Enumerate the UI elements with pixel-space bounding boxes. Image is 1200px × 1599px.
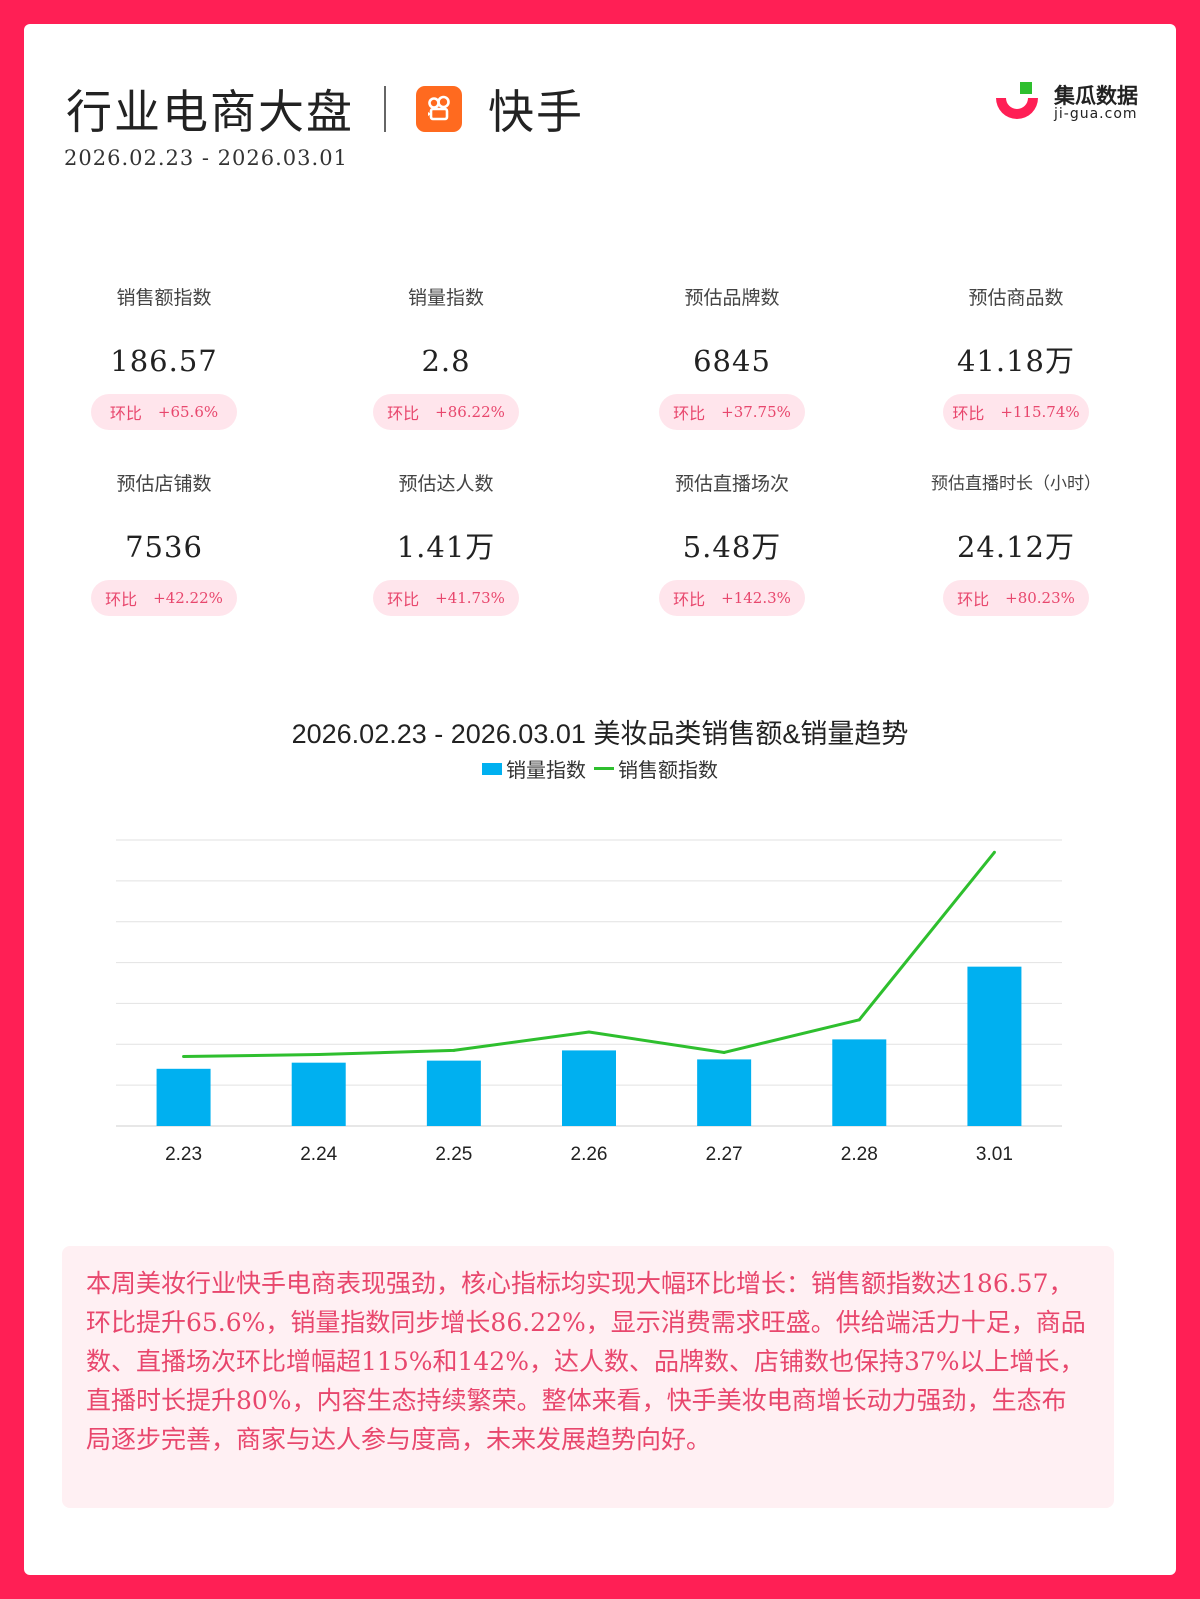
line-point-2.24 (317, 1053, 321, 1056)
metric-card: 预估商品数 41.18万 环比 +115.74% (916, 286, 1116, 430)
legend-label: 销量指数 (506, 760, 586, 782)
metric-card: 预估品牌数 6845 环比 +37.75% (632, 286, 832, 430)
badge-value: +115.74% (1000, 403, 1080, 421)
line-point-2.26 (587, 1030, 591, 1034)
line-point-2.23 (182, 1055, 186, 1059)
metric-label: 预估直播场次 (674, 473, 789, 495)
badge-value: +142.3% (721, 589, 791, 607)
badge-label: 环比 (957, 590, 990, 609)
metric-value: 24.12万 (956, 530, 1076, 564)
badge-value: +42.22% (153, 589, 223, 607)
x-tick-label: 3.01 (976, 1144, 1013, 1165)
metric-value: 186.57 (110, 344, 218, 378)
date-range: 2026.02.23 - 2026.03.01 (64, 146, 348, 170)
metric-change-badge: 环比 +37.75% (659, 394, 805, 430)
metric-change-badge: 环比 +115.74% (943, 394, 1089, 430)
trend-chart: 2.23 2.24 2.25 2.26 2.27 2.28 3.01 (116, 839, 1062, 1165)
legend-swatch-line (594, 767, 614, 770)
badge-value: +41.73% (435, 589, 505, 607)
chart-title: 2026.02.23 - 2026.03.01 美妆品类销售额&销量趋势 (291, 719, 909, 749)
metric-card: 预估直播时长（小时） 24.12万 环比 +80.23% (916, 472, 1116, 616)
x-tick-label: 2.24 (300, 1144, 337, 1165)
report-card: 行业电商大盘 快手 2026.02.23 - 2026.03.01 集瓜数据 j… (24, 24, 1176, 1575)
header-divider (384, 86, 386, 132)
metric-card: 预估达人数 1.41万 环比 +41.73% (346, 472, 546, 616)
legend-item-bar: 销量指数 (482, 754, 586, 783)
legend-label: 销售额指数 (618, 760, 718, 782)
badge-value: +65.6% (157, 403, 219, 421)
x-tick-label: 2.25 (435, 1144, 472, 1165)
bar-2.23 (156, 1068, 211, 1126)
metric-change-badge: 环比 +142.3% (659, 580, 805, 616)
sales-index-line (183, 851, 996, 1059)
metric-change-badge: 环比 +65.6% (91, 394, 237, 430)
metric-card: 预估直播场次 5.48万 环比 +142.3% (632, 472, 832, 616)
bar-2.28 (832, 1039, 887, 1126)
badge-label: 环比 (673, 404, 706, 423)
metric-value: 7536 (125, 530, 203, 564)
line-point-3.01 (992, 850, 996, 854)
header: 行业电商大盘 快手 (66, 76, 584, 142)
legend-swatch-bar (482, 762, 502, 775)
metric-label: 销量指数 (407, 287, 484, 309)
jigua-logo-icon (996, 82, 1038, 119)
bar-2.24 (291, 1062, 346, 1126)
metric-value: 1.41万 (396, 530, 496, 564)
metric-change-badge: 环比 +41.73% (373, 580, 519, 616)
metric-change-badge: 环比 +86.22% (373, 394, 519, 430)
bar-2.26 (562, 1050, 616, 1126)
metric-label: 预估达人数 (398, 473, 494, 495)
badge-label: 环比 (387, 590, 420, 609)
metric-value: 2.8 (421, 344, 471, 378)
metric-change-badge: 环比 +80.23% (943, 580, 1089, 616)
metric-value: 6845 (693, 344, 771, 378)
badge-label: 环比 (673, 590, 706, 609)
brand: 集瓜数据 ji-gua.com (990, 80, 1138, 126)
metric-label: 预估店铺数 (116, 473, 212, 495)
x-tick-label: 2.28 (841, 1144, 878, 1165)
chart-legend: 销量指数 销售额指数 (24, 754, 1176, 783)
brand-url: ji-gua.com (1054, 105, 1138, 122)
badge-label: 环比 (109, 404, 142, 423)
x-tick-label: 2.27 (706, 1144, 743, 1165)
badge-value: +37.75% (721, 403, 791, 421)
line-point-2.27 (722, 1050, 726, 1054)
metric-card: 预估店铺数 7536 环比 +42.22% (64, 472, 264, 616)
kuaishou-logo-icon (416, 86, 462, 132)
metric-label: 预估品牌数 (684, 287, 780, 309)
badge-value: +80.23% (1005, 589, 1075, 607)
page-title: 行业电商大盘 (66, 85, 354, 139)
metric-card: 销售额指数 186.57 环比 +65.6% (64, 286, 264, 430)
line-point-2.28 (857, 1018, 861, 1022)
badge-label: 环比 (105, 590, 138, 609)
x-tick-label: 2.26 (571, 1144, 608, 1165)
summary-text: 本周美妆行业快手电商表现强劲，核心指标均实现大幅环比增长：销售额指数达186.5… (62, 1246, 1114, 1508)
x-tick-label: 2.23 (165, 1144, 202, 1165)
legend-item-line: 销售额指数 (594, 754, 718, 783)
line-point-2.25 (452, 1048, 456, 1052)
metric-change-badge: 环比 +42.22% (91, 580, 237, 616)
metric-label: 销售额指数 (116, 287, 212, 309)
metric-label: 预估直播时长（小时） (931, 474, 1101, 494)
badge-label: 环比 (952, 404, 985, 423)
metric-value: 41.18万 (956, 344, 1076, 378)
metric-card: 销量指数 2.8 环比 +86.22% (346, 286, 546, 430)
badge-label: 环比 (387, 404, 420, 423)
badge-value: +86.22% (435, 403, 505, 421)
bar-2.25 (426, 1060, 481, 1126)
bar-3.01 (967, 966, 1022, 1126)
metric-value: 5.48万 (682, 530, 782, 564)
bar-2.27 (697, 1059, 752, 1126)
metric-label: 预估商品数 (968, 287, 1064, 309)
brand-name: 集瓜数据 (1054, 83, 1138, 108)
platform-name: 快手 (488, 85, 584, 139)
